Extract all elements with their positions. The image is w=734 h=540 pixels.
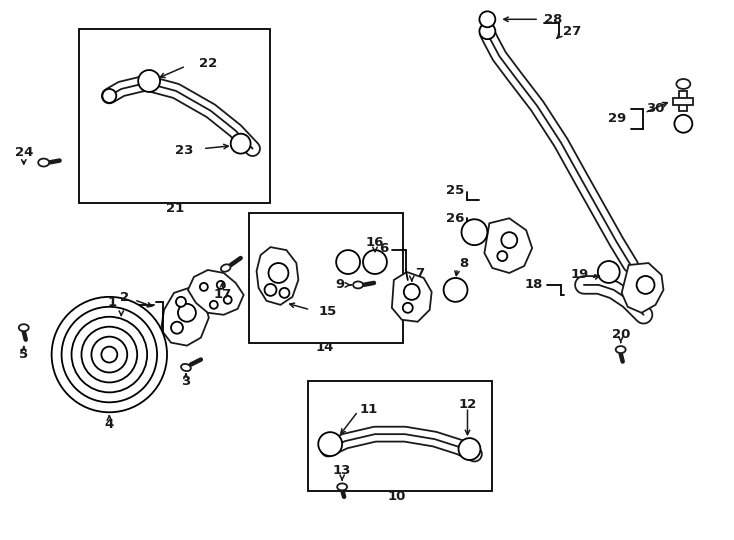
Text: 8: 8 xyxy=(459,256,469,269)
Circle shape xyxy=(479,11,495,27)
Text: 14: 14 xyxy=(316,341,335,354)
Text: 24: 24 xyxy=(15,146,33,159)
Text: 22: 22 xyxy=(199,57,217,70)
Circle shape xyxy=(319,432,342,456)
Circle shape xyxy=(404,284,420,300)
Circle shape xyxy=(176,297,186,307)
Bar xyxy=(308,381,493,491)
Text: 29: 29 xyxy=(608,112,627,125)
Text: 17: 17 xyxy=(214,288,232,301)
Circle shape xyxy=(62,307,157,402)
Text: 15: 15 xyxy=(319,305,336,318)
Circle shape xyxy=(138,70,160,92)
Text: 20: 20 xyxy=(611,328,630,341)
Circle shape xyxy=(51,297,167,412)
Text: 3: 3 xyxy=(181,375,191,388)
Text: 2: 2 xyxy=(120,292,129,305)
Text: 6: 6 xyxy=(379,241,388,255)
Circle shape xyxy=(102,89,116,103)
Circle shape xyxy=(81,327,137,382)
Text: 23: 23 xyxy=(175,144,193,157)
Circle shape xyxy=(178,304,196,322)
Text: 1: 1 xyxy=(107,296,116,309)
Polygon shape xyxy=(161,288,208,346)
Circle shape xyxy=(479,23,495,39)
Circle shape xyxy=(101,347,117,362)
Text: 13: 13 xyxy=(333,464,352,477)
Circle shape xyxy=(230,134,250,153)
Text: 11: 11 xyxy=(360,403,378,416)
Bar xyxy=(673,98,694,105)
Text: 30: 30 xyxy=(647,103,665,116)
Circle shape xyxy=(71,317,147,393)
Circle shape xyxy=(462,219,487,245)
Circle shape xyxy=(264,284,277,296)
Bar xyxy=(249,213,403,342)
Circle shape xyxy=(597,261,619,283)
Bar xyxy=(680,91,687,111)
Text: 10: 10 xyxy=(388,490,406,503)
Text: 19: 19 xyxy=(570,268,589,281)
Ellipse shape xyxy=(677,79,691,89)
Ellipse shape xyxy=(616,346,625,353)
Polygon shape xyxy=(188,270,244,315)
Circle shape xyxy=(363,250,387,274)
Polygon shape xyxy=(484,218,532,273)
Circle shape xyxy=(336,250,360,274)
Circle shape xyxy=(200,283,208,291)
Circle shape xyxy=(217,281,225,289)
Circle shape xyxy=(269,263,288,283)
Polygon shape xyxy=(257,247,298,305)
Text: 4: 4 xyxy=(105,418,114,431)
Ellipse shape xyxy=(38,159,49,166)
Text: 12: 12 xyxy=(458,398,476,411)
Circle shape xyxy=(210,301,218,309)
Text: 26: 26 xyxy=(446,212,465,225)
Polygon shape xyxy=(622,263,664,313)
Text: 9: 9 xyxy=(335,279,344,292)
Ellipse shape xyxy=(353,281,363,288)
Circle shape xyxy=(443,278,468,302)
Bar xyxy=(79,29,271,204)
Ellipse shape xyxy=(337,483,347,490)
Circle shape xyxy=(459,438,481,460)
Ellipse shape xyxy=(19,324,29,331)
Circle shape xyxy=(501,232,517,248)
Text: 27: 27 xyxy=(563,25,581,38)
Text: 5: 5 xyxy=(19,348,29,361)
Circle shape xyxy=(171,322,183,334)
Circle shape xyxy=(92,336,127,373)
Text: 7: 7 xyxy=(415,267,424,280)
Circle shape xyxy=(636,276,655,294)
Circle shape xyxy=(498,251,507,261)
Text: 18: 18 xyxy=(525,279,543,292)
Text: 16: 16 xyxy=(366,235,384,248)
Circle shape xyxy=(224,296,232,304)
Ellipse shape xyxy=(181,364,191,371)
Polygon shape xyxy=(392,272,432,322)
Circle shape xyxy=(280,288,289,298)
Ellipse shape xyxy=(221,264,230,272)
Text: 25: 25 xyxy=(446,184,465,197)
Text: 21: 21 xyxy=(166,202,184,215)
Circle shape xyxy=(675,115,692,133)
Circle shape xyxy=(403,303,413,313)
Text: 28: 28 xyxy=(544,13,562,26)
